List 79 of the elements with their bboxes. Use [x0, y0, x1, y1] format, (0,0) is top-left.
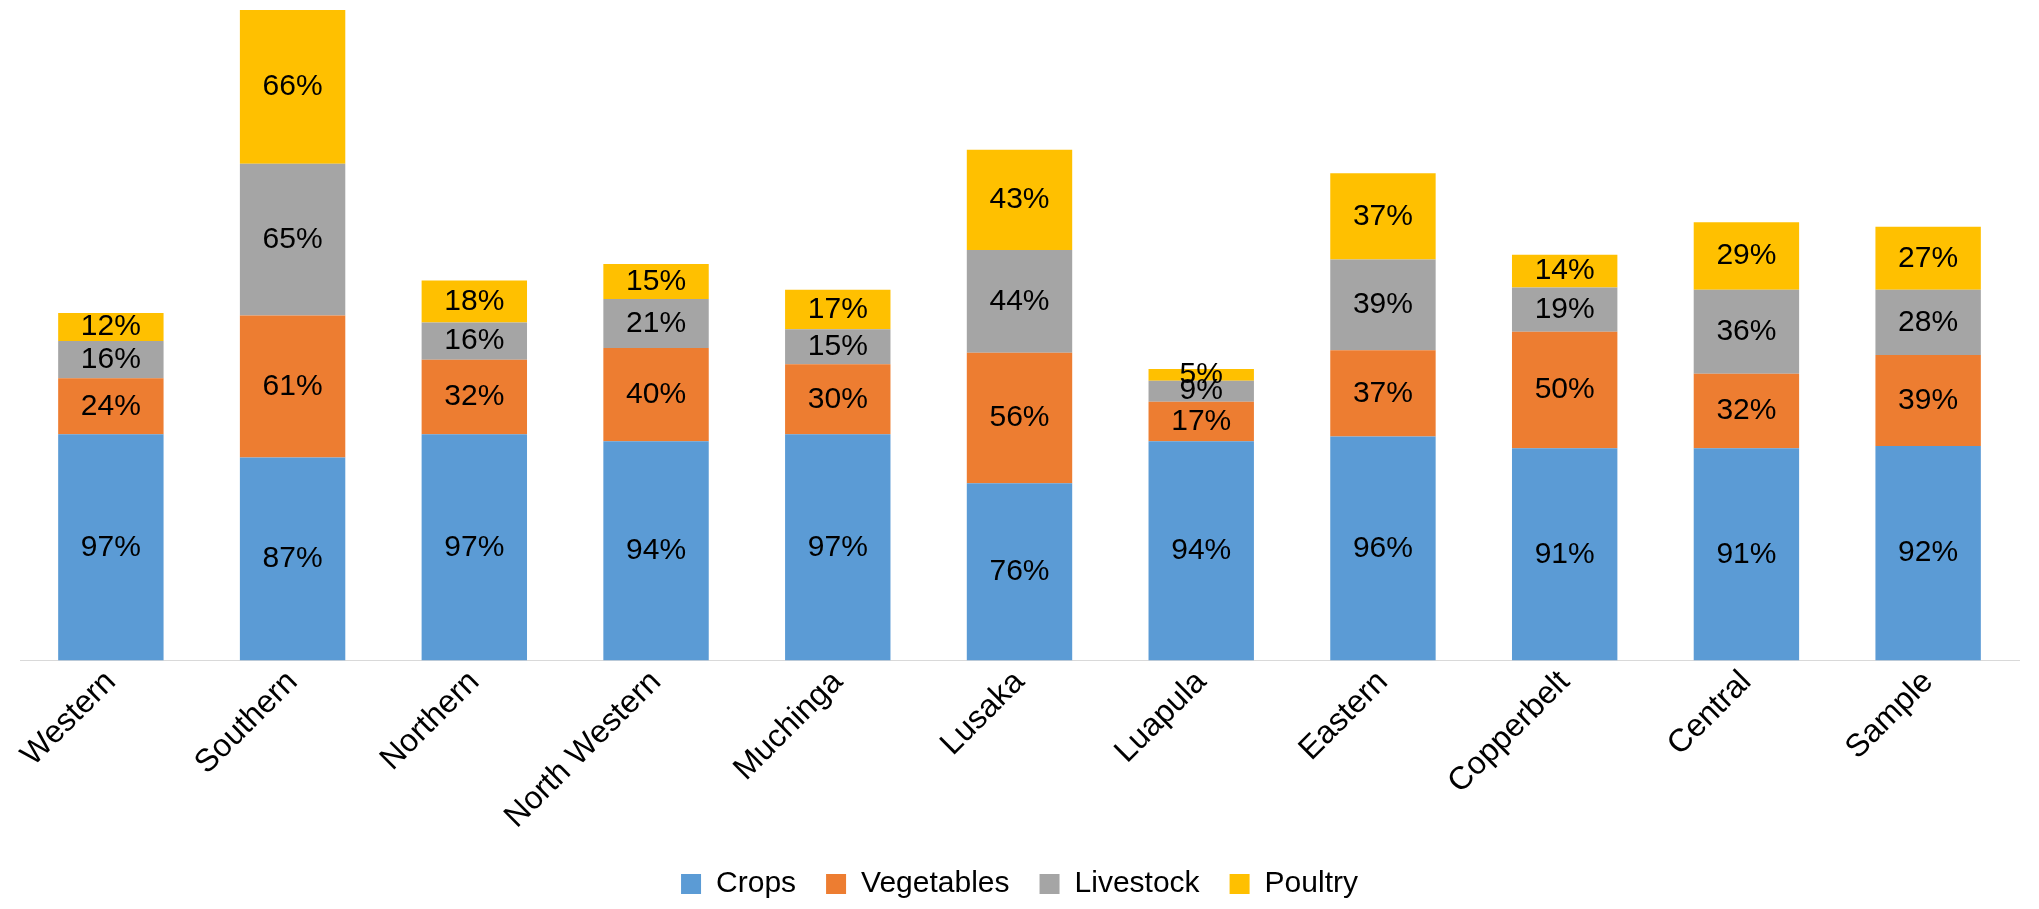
legend-label: Crops [716, 865, 797, 899]
data-label: 16% [80, 340, 141, 374]
legend-label: Livestock [1074, 865, 1201, 899]
data-label: 56% [989, 399, 1050, 433]
data-label: 91% [1716, 535, 1777, 569]
data-label: 15% [626, 262, 687, 296]
data-label: 36% [1716, 312, 1777, 346]
bar [1330, 259, 1436, 351]
bar [1875, 289, 1981, 356]
data-label: 91% [1534, 535, 1595, 569]
bar [1693, 289, 1800, 374]
data-label: 16% [444, 322, 505, 356]
bar [239, 10, 346, 164]
bar [1511, 287, 1618, 332]
data-label: 28% [1898, 303, 1959, 337]
data-label: 43% [989, 181, 1050, 215]
bar [1693, 448, 1800, 661]
data-label: 37% [1352, 197, 1413, 231]
bar [1875, 445, 1981, 661]
bar [58, 378, 164, 435]
data-label: 97% [80, 528, 141, 562]
data-label: 19% [1534, 290, 1595, 324]
bar [1875, 226, 1981, 290]
bar [421, 434, 528, 661]
bar [1330, 350, 1436, 437]
data-label: 27% [1898, 239, 1959, 273]
data-label: 66% [262, 68, 323, 102]
bar [1511, 448, 1618, 661]
data-label: 92% [1898, 534, 1959, 568]
bar [785, 434, 891, 661]
data-label: 94% [626, 532, 687, 566]
data-label: 12% [80, 308, 141, 342]
data-label: 17% [1171, 402, 1232, 436]
bar [966, 250, 1073, 353]
data-label: 97% [807, 528, 868, 562]
data-label: 39% [1352, 286, 1413, 320]
bar [1330, 173, 1436, 260]
data-label: 14% [1534, 252, 1595, 286]
legend-label: Poultry [1264, 865, 1358, 899]
bar [603, 441, 709, 661]
bar [1330, 436, 1436, 661]
bar [239, 315, 346, 458]
data-label: 61% [262, 367, 323, 401]
bar [1148, 441, 1254, 661]
data-label: 94% [1171, 532, 1232, 566]
bar [1511, 331, 1618, 449]
data-label: 37% [1352, 374, 1413, 408]
bar [1875, 355, 1981, 446]
data-label: 18% [444, 282, 505, 316]
bar [58, 434, 164, 661]
bar [1693, 222, 1800, 290]
data-label: 32% [444, 378, 505, 412]
data-label: 50% [1534, 371, 1595, 405]
data-label: 29% [1716, 237, 1777, 271]
legend-label: Vegetables [861, 865, 1010, 899]
data-label: 30% [807, 380, 868, 414]
bar [239, 163, 346, 316]
bar [966, 352, 1073, 484]
data-label: 21% [626, 304, 687, 338]
data-label: 39% [1898, 381, 1959, 415]
data-label: 15% [807, 328, 868, 362]
data-label: 97% [444, 528, 505, 562]
data-label: 32% [1716, 392, 1777, 426]
data-label: 24% [80, 387, 141, 421]
bar [603, 348, 709, 442]
data-label: 65% [262, 220, 323, 254]
data-label: 40% [626, 375, 687, 409]
data-label: 76% [989, 553, 1050, 587]
bar [603, 299, 709, 349]
data-label: 17% [807, 290, 868, 324]
bar [966, 483, 1073, 661]
data-label: 96% [1352, 529, 1413, 563]
bar [785, 364, 891, 435]
bar [966, 149, 1073, 251]
bar [1693, 373, 1800, 449]
data-label: 87% [262, 540, 323, 574]
data-label: 44% [989, 282, 1050, 316]
bar [421, 359, 528, 435]
bar [239, 457, 346, 661]
